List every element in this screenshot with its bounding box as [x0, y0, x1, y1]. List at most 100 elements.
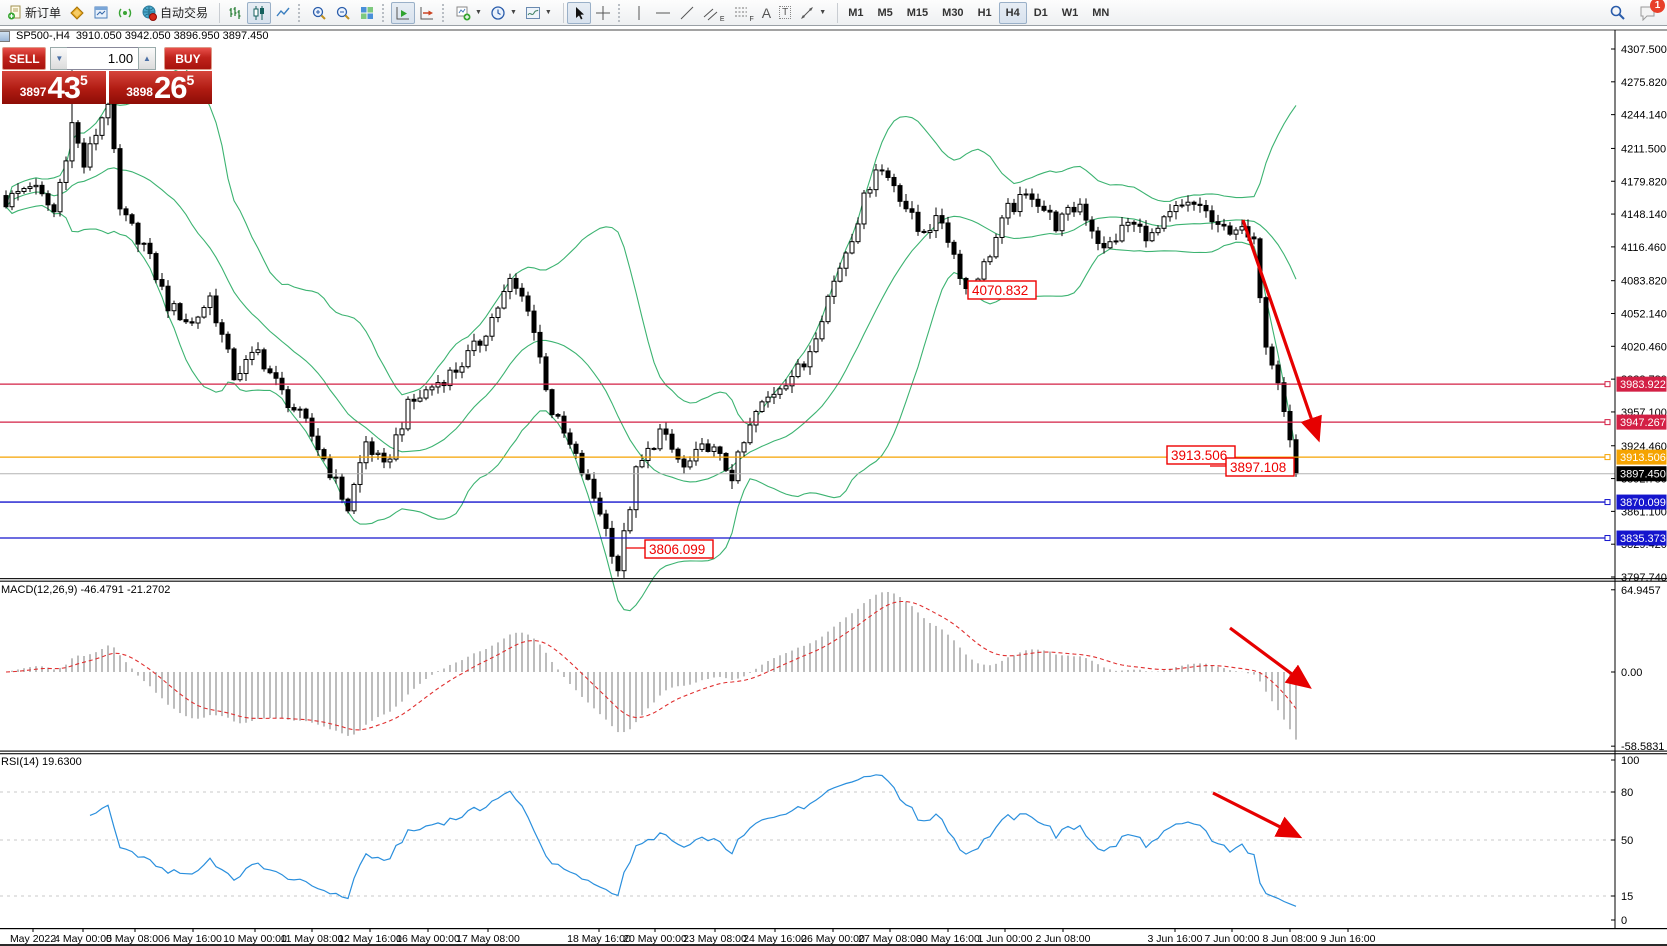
candle — [1089, 219, 1095, 232]
price-level-badge — [1616, 376, 1667, 392]
vertical-line-tool-button[interactable] — [627, 2, 651, 24]
crosshair-tool-button[interactable] — [591, 2, 615, 24]
price-axis-tick: 4052.140 — [1621, 309, 1667, 321]
timeframe-mn-button[interactable]: MN — [1085, 2, 1116, 24]
tile-windows-icon — [359, 5, 375, 21]
candle — [1185, 201, 1191, 206]
timeframe-d1-button[interactable]: D1 — [1027, 2, 1055, 24]
text-tool-button[interactable]: A — [758, 2, 775, 24]
candle — [909, 208, 915, 213]
label-tool-button[interactable]: T — [775, 2, 795, 24]
channel-subletter: E — [719, 15, 725, 23]
candle — [549, 389, 555, 416]
bar-chart-button[interactable] — [223, 2, 247, 24]
new-chart-dropdown[interactable]: ▼ — [451, 2, 486, 24]
candle — [207, 295, 213, 309]
new-order-button[interactable]: 新订单 — [2, 2, 65, 24]
chart-canvas[interactable]: 4307.500 4275.820 4244.140 4211.500 4179.820… — [0, 26, 1667, 946]
candle — [489, 317, 495, 337]
candle — [39, 184, 45, 195]
indicator-panes — [0, 592, 1615, 907]
trend-arrow[interactable] — [1212, 791, 1303, 839]
time-axis-label: 12 May 16:00 — [338, 933, 402, 945]
candle — [369, 441, 375, 455]
trendline-tool-button[interactable] — [675, 2, 699, 24]
sell-button[interactable]: SELL — [2, 47, 47, 70]
signal-button[interactable] — [113, 2, 137, 24]
trend-arrow[interactable] — [1229, 626, 1312, 689]
timeframe-h1-button[interactable]: H1 — [971, 2, 999, 24]
candle — [3, 195, 9, 208]
new-order-icon — [6, 5, 22, 21]
sell-price-display[interactable]: 3897 43 5 — [2, 71, 106, 104]
annotation-price-label[interactable] — [1225, 457, 1295, 477]
buy-price-display[interactable]: 3898 26 5 — [108, 71, 212, 104]
annotation-price-label[interactable] — [644, 539, 714, 559]
notifications-button[interactable]: 1 — [1635, 0, 1665, 24]
price-level-badge-text: 3983.922 — [1620, 379, 1666, 391]
bar-chart-icon — [227, 5, 243, 21]
cursor-tool-button[interactable] — [566, 1, 591, 24]
fibonacci-tool-button[interactable]: F — [729, 2, 758, 24]
candle — [33, 184, 39, 188]
candle — [321, 449, 327, 460]
quotes-button[interactable] — [65, 2, 89, 24]
zoom-out-button[interactable] — [331, 2, 355, 24]
candle — [783, 385, 789, 390]
horizontal-line-tool-button[interactable] — [651, 2, 675, 24]
price-level-badge — [1616, 530, 1667, 546]
candle — [807, 351, 813, 368]
channel-tool-button[interactable]: E — [699, 2, 729, 24]
trend-arrow[interactable] — [1241, 219, 1322, 443]
candle — [513, 277, 519, 289]
time-axis-label: 6 May 16:00 — [164, 933, 222, 945]
time-axis-label: 2 Jun 08:00 — [1036, 933, 1091, 945]
candle — [987, 256, 993, 263]
market-depth-button[interactable] — [89, 2, 113, 24]
timeframe-w1-button[interactable]: W1 — [1055, 2, 1086, 24]
annotation-price-label[interactable] — [967, 280, 1037, 300]
candle — [945, 222, 951, 243]
volume-input[interactable] — [67, 47, 139, 70]
main-toolbar: 新订单 自动交易 — [0, 0, 1667, 26]
candle — [411, 398, 417, 402]
timeframe-h4-button[interactable]: H4 — [998, 1, 1027, 24]
volume-increase-button[interactable]: ▲ — [138, 47, 156, 70]
candle — [93, 134, 99, 145]
candle — [165, 285, 171, 312]
line-chart-button[interactable] — [271, 2, 295, 24]
timeframe-m30-button[interactable]: M30 — [935, 2, 970, 24]
tile-windows-button[interactable] — [355, 2, 379, 24]
auto-trading-button[interactable]: 自动交易 — [137, 2, 212, 24]
candlestick-chart-button[interactable] — [247, 1, 272, 24]
candle — [561, 415, 567, 434]
buy-button[interactable]: BUY — [163, 47, 212, 70]
price-axis-tick: 4307.500 — [1621, 44, 1667, 56]
template-dropdown[interactable]: ▼ — [521, 2, 556, 24]
chart-shift-button[interactable] — [415, 2, 439, 24]
candle — [1209, 210, 1215, 223]
candle — [639, 459, 645, 468]
timeframe-m5-button[interactable]: M5 — [870, 2, 899, 24]
shapes-dropdown[interactable]: ▼ — [795, 2, 830, 24]
search-button[interactable] — [1605, 2, 1629, 24]
zoom-in-button[interactable] — [307, 2, 331, 24]
candle — [111, 103, 117, 150]
time-axis-label: 4 May 00:00 — [54, 933, 112, 945]
new-order-label: 新订单 — [25, 6, 62, 20]
auto-scroll-button[interactable] — [391, 1, 416, 24]
candle — [537, 331, 543, 358]
candle — [153, 253, 159, 281]
timeframe-m15-button[interactable]: M15 — [900, 2, 935, 24]
annotation-price-label[interactable] — [1166, 445, 1236, 465]
volume-decrease-button[interactable]: ▼ — [50, 47, 68, 70]
clock-icon — [490, 5, 506, 21]
period-dropdown[interactable]: ▼ — [486, 2, 521, 24]
timeframe-m1-button[interactable]: M1 — [841, 2, 870, 24]
bollinger-band-line — [5, 67, 1297, 426]
price-level-badge-text: 3913.506 — [1620, 452, 1666, 464]
price-level-lines[interactable] — [0, 381, 1615, 542]
candle — [351, 483, 357, 512]
